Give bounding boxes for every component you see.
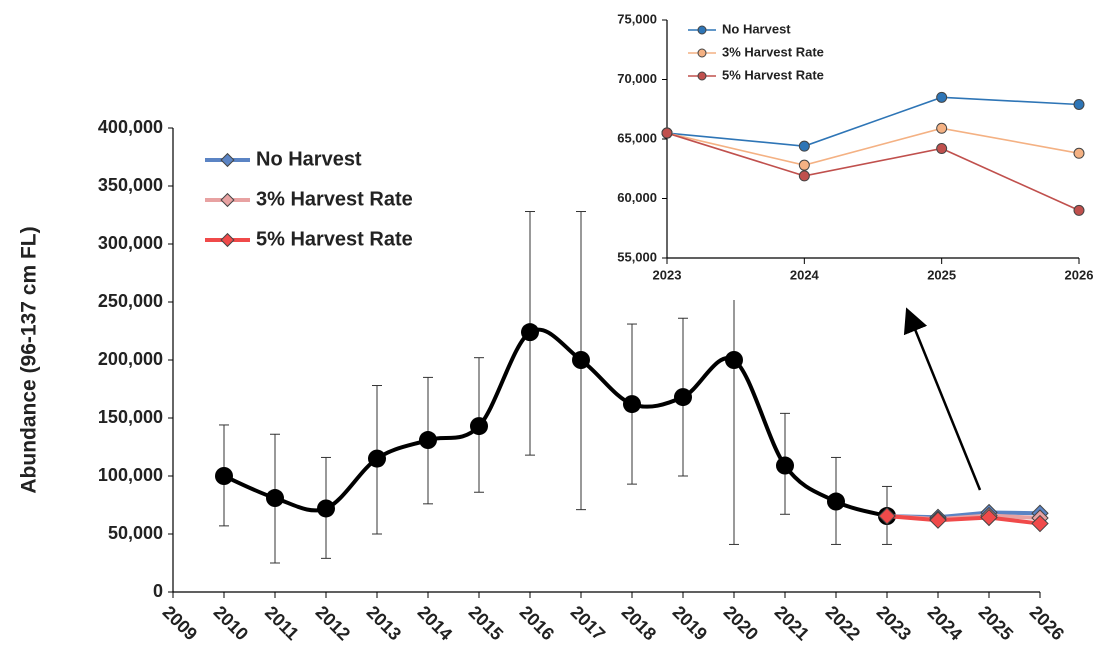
series-marker (1073, 204, 1085, 216)
observed-point (776, 456, 794, 475)
observed-line (223, 327, 888, 518)
observed-point (266, 489, 284, 508)
series-line (886, 514, 1041, 526)
series-marker (798, 140, 810, 152)
x-tick-label: 2026 (1026, 602, 1068, 644)
legend-label: 3% Harvest Rate (722, 44, 824, 59)
x-tick-label: 2010 (210, 602, 252, 644)
y-tick-label: 250,000 (98, 291, 163, 311)
legend-label: 5% Harvest Rate (722, 67, 824, 82)
x-tick-label: 2014 (414, 602, 456, 644)
y-tick-label: 350,000 (98, 175, 163, 195)
series-line (666, 127, 1080, 167)
legend-marker (697, 25, 707, 35)
observed-point (419, 431, 437, 450)
series-marker (661, 127, 673, 139)
x-tick-label: 2025 (975, 602, 1017, 644)
inset-plot: 55,000 60,000 65,000 70,000 75,000 2023 2024 20… (617, 11, 1093, 282)
y-tick-label: 70,000 (617, 71, 657, 86)
legend-marker (220, 152, 235, 168)
x-tick-label: 2016 (516, 602, 558, 644)
x-tick-label: 2022 (822, 602, 864, 644)
x-tick-label: 2012 (312, 602, 354, 644)
x-tick-label: 2013 (363, 602, 405, 644)
y-tick-label: 50,000 (108, 523, 163, 543)
arrow (903, 307, 982, 491)
legend-label: 3% Harvest Rate (256, 188, 413, 210)
x-tick-label: 2018 (618, 602, 660, 644)
series-marker (1073, 147, 1085, 159)
x-tick-label: 2009 (159, 602, 201, 644)
x-tick-label: 2017 (567, 602, 609, 644)
observed-point (317, 499, 335, 518)
legend-marker (697, 71, 707, 81)
series-marker (798, 159, 810, 171)
y-axis-label: Abundance (96-137 cm FL) (18, 226, 41, 493)
y-tick-label: 100,000 (98, 465, 163, 485)
y-tick-label: 60,000 (617, 190, 657, 205)
y-tick-label: 55,000 (617, 249, 657, 264)
x-tick-label: 2026 (1065, 267, 1094, 282)
y-tick-label: 65,000 (617, 130, 657, 145)
y-tick-label: 400,000 (98, 117, 163, 137)
x-tick-label: 2011 (261, 602, 303, 644)
error-bar (729, 296, 739, 545)
observed-point (674, 388, 692, 407)
series-line (666, 132, 1080, 212)
series-marker (929, 511, 947, 529)
x-tick-label: 2021 (771, 602, 813, 644)
legend-label: No Harvest (256, 148, 362, 170)
observed-point (572, 351, 590, 369)
y-tick-label: 0 (153, 581, 163, 601)
y-tick-label: 300,000 (98, 233, 163, 253)
observed-point (368, 449, 386, 468)
y-tick-label: 150,000 (98, 407, 163, 427)
series-marker (936, 143, 948, 155)
legend-marker (697, 48, 707, 58)
x-tick-label: 2024 (924, 602, 966, 644)
legend-marker (220, 192, 235, 208)
inset-background (600, 0, 1102, 300)
series-marker (798, 170, 810, 182)
observed-point (827, 492, 845, 511)
x-tick-label: 2020 (720, 602, 762, 644)
legend-marker (220, 232, 235, 248)
series-marker (878, 507, 896, 525)
series-marker (1031, 514, 1049, 533)
x-tick-label: 2023 (873, 602, 915, 644)
series-line (666, 96, 1080, 147)
x-tick-label: 2015 (465, 602, 507, 644)
y-tick-label: 200,000 (98, 349, 163, 369)
legend-label: No Harvest (722, 21, 791, 36)
x-tick-label: 2023 (653, 267, 682, 282)
observed-point (725, 351, 743, 369)
x-tick-label: 2024 (790, 267, 820, 282)
x-tick-label: 2025 (927, 267, 956, 282)
observed-point (623, 395, 641, 414)
legend-label: 5% Harvest Rate (256, 228, 413, 250)
observed-point (470, 417, 488, 436)
x-tick-label: 2019 (669, 602, 711, 644)
series-marker (936, 91, 948, 103)
y-tick-label: 75,000 (617, 11, 657, 26)
series-marker (936, 122, 948, 134)
observed-point (215, 467, 233, 485)
observed-point (521, 323, 539, 342)
series-marker (1073, 98, 1085, 110)
series-marker (980, 508, 998, 527)
